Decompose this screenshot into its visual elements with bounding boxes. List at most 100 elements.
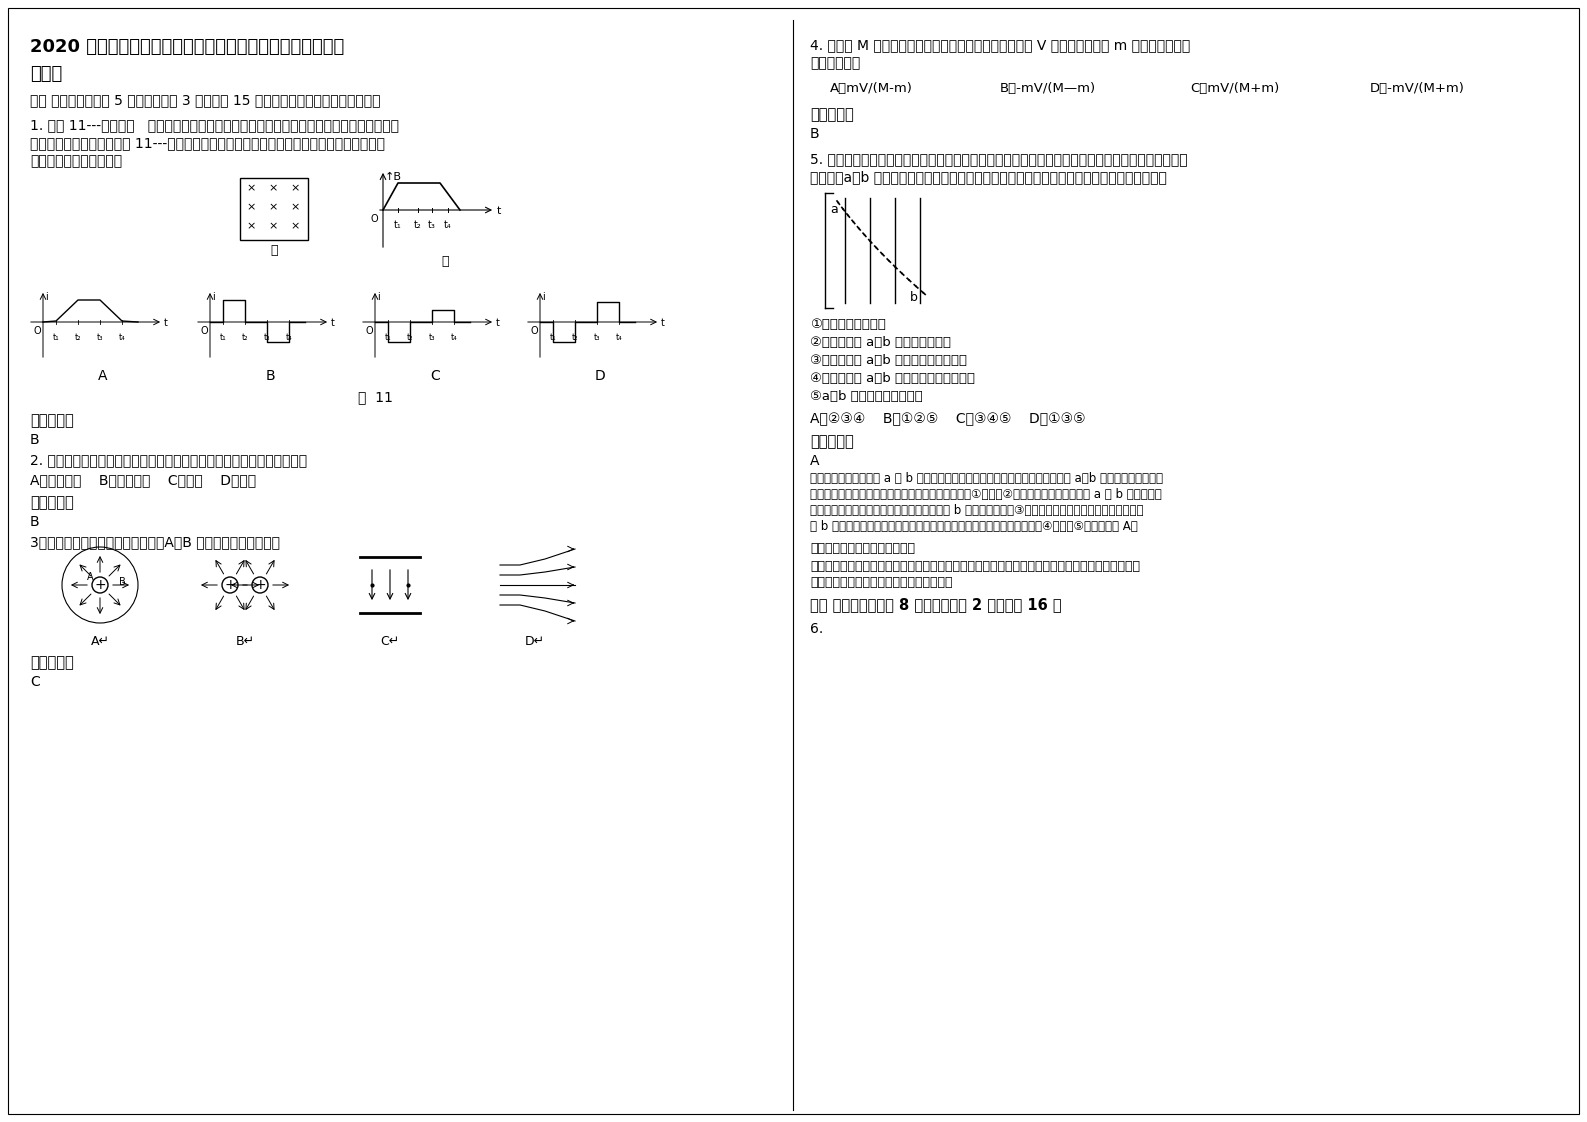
Text: 故 b 点电势能较小，但是不知道粒子的电性，故无法判断电势的高低，故④正确，⑤错误．故选 A。: 故 b 点电势能较小，但是不知道粒子的电性，故无法判断电势的高低，故④正确，⑤错… <box>809 519 1138 533</box>
Text: t₄: t₄ <box>444 220 452 230</box>
Text: 乙: 乙 <box>441 255 449 268</box>
Text: 参考答案：: 参考答案： <box>30 495 73 511</box>
Text: t₃: t₃ <box>263 333 270 342</box>
Text: A: A <box>98 369 108 383</box>
Text: ③带电粒子在 a、b 两点的速度何处较大: ③带电粒子在 a、b 两点的速度何处较大 <box>809 355 966 367</box>
Text: ×: × <box>268 221 278 231</box>
Text: O: O <box>530 327 538 335</box>
Text: B: B <box>119 577 125 587</box>
Text: t₂: t₂ <box>414 220 422 230</box>
Text: t₂: t₂ <box>75 333 81 342</box>
Text: ④带电粒子在 a、b 两点的电势能何处较大: ④带电粒子在 a、b 两点的电势能何处较大 <box>809 373 974 385</box>
Text: b: b <box>909 291 917 304</box>
Text: 参考答案：: 参考答案： <box>809 107 854 122</box>
Text: 6.: 6. <box>809 622 824 636</box>
Text: ×: × <box>268 202 278 212</box>
Text: 2020 年浙江省金华市东阳横店中学高二物理上学期期末试题: 2020 年浙江省金华市东阳横店中学高二物理上学期期末试题 <box>30 38 344 56</box>
Text: A．②③④    B．①②⑤    C．③④⑤    D．①③⑤: A．②③④ B．①②⑤ C．③④⑤ D．①③⑤ <box>809 412 1086 426</box>
Circle shape <box>92 577 108 594</box>
Text: 5. 如图所示，实线是一簇未标明方向的匀强电场的电场线，虚线是一带电粒子通过该电场区域时的运: 5. 如图所示，实线是一簇未标明方向的匀强电场的电场线，虚线是一带电粒子通过该电… <box>809 151 1187 166</box>
Text: O: O <box>365 327 373 335</box>
Text: 【名师点睛】本题是电场中轨迹问题，关键要能根据轨迹弯曲方向判断出电场力的方向，掌握电场力: 【名师点睛】本题是电场中轨迹问题，关键要能根据轨迹弯曲方向判断出电场力的方向，掌… <box>809 560 1139 573</box>
Text: t₁: t₁ <box>394 220 402 230</box>
Text: t₄: t₄ <box>286 333 292 342</box>
Text: +: + <box>254 578 265 592</box>
Text: t₁: t₁ <box>384 333 392 342</box>
Text: t₂: t₂ <box>571 333 578 342</box>
Text: 参考答案：: 参考答案： <box>30 413 73 427</box>
Text: B: B <box>265 369 275 383</box>
Text: ↑B: ↑B <box>386 172 402 182</box>
Text: ×: × <box>290 202 300 212</box>
Text: t₄: t₄ <box>451 333 457 342</box>
Text: 二、 填空题：本题共 8 小题，每小题 2 分，共计 16 分: 二、 填空题：本题共 8 小题，每小题 2 分，共计 16 分 <box>809 597 1062 611</box>
Bar <box>240 178 308 240</box>
Text: 考点：带电粒子在电场中的运动: 考点：带电粒子在电场中的运动 <box>809 542 916 555</box>
Text: 动轨迹。a、b 是轨迹上的两点．若带电粒子在运动中只受电场力作用，则根据此图可以判断出: 动轨迹。a、b 是轨迹上的两点．若带电粒子在运动中只受电场力作用，则根据此图可以… <box>809 171 1166 184</box>
Text: B．-mV/(M—m): B．-mV/(M—m) <box>1000 82 1097 95</box>
Text: t: t <box>332 318 335 328</box>
Text: B: B <box>30 433 40 447</box>
Text: ⑤a、b 两点哪点的电势较高: ⑤a、b 两点哪点的电势较高 <box>809 390 922 403</box>
Text: A: A <box>87 572 94 582</box>
Text: O: O <box>370 214 378 224</box>
Text: A．mV/(M-m): A．mV/(M-m) <box>830 82 913 95</box>
Text: 电场力做正功，故说明粒子速度增大，故可知 b 处速度较大，故③正确；电场力做正功，则电势能减小，: 电场力做正功，故说明粒子速度增大，故可知 b 处速度较大，故③正确；电场力做正功… <box>809 504 1144 517</box>
Text: O: O <box>200 327 208 335</box>
Text: 3．（单选）如图所示各种电场中，A、B 两点电场强度相同的是: 3．（单选）如图所示各种电场中，A、B 两点电场强度相同的是 <box>30 535 279 549</box>
Text: C．mV/(M+m): C．mV/(M+m) <box>1190 82 1279 95</box>
Text: 图  11: 图 11 <box>357 390 392 404</box>
Text: t₂: t₂ <box>241 333 248 342</box>
Text: ②带电粒子在 a、b 两点的受力方向: ②带电粒子在 a、b 两点的受力方向 <box>809 335 951 349</box>
Text: i: i <box>44 292 48 302</box>
Text: i: i <box>543 292 544 302</box>
Text: t₁: t₁ <box>549 333 557 342</box>
Text: i: i <box>213 292 214 302</box>
Text: ×: × <box>290 221 300 231</box>
Text: 下，由于不知电场线方向，故无法判断粒子电性，故①错误，②正确；由图可知，粒子从 a 到 b 的过程中，: 下，由于不知电场线方向，故无法判断粒子电性，故①错误，②正确；由图可知，粒子从 … <box>809 488 1162 502</box>
Text: +: + <box>94 578 106 592</box>
Text: i: i <box>378 292 379 302</box>
Text: 参考答案：: 参考答案： <box>809 434 854 449</box>
Text: t: t <box>662 318 665 328</box>
Text: a: a <box>830 203 838 217</box>
Text: D．-mV/(M+m): D．-mV/(M+m) <box>1370 82 1465 95</box>
Text: O: O <box>33 327 41 335</box>
Text: 感应电流的图象应为（）: 感应电流的图象应为（） <box>30 154 122 168</box>
Text: C: C <box>430 369 440 383</box>
Text: t₃: t₃ <box>428 220 436 230</box>
Text: ×: × <box>246 183 256 193</box>
Text: B: B <box>809 127 819 141</box>
Text: B↵: B↵ <box>235 635 254 649</box>
Text: D: D <box>595 369 605 383</box>
Text: t₁: t₁ <box>52 333 59 342</box>
Circle shape <box>222 577 238 594</box>
Text: ×: × <box>246 221 256 231</box>
Text: 为正，磁场的变化情况如图 11---乙所示，规定线圈中逆时针方向的感应电流为正，则线圈中: 为正，磁场的变化情况如图 11---乙所示，规定线圈中逆时针方向的感应电流为正，… <box>30 136 386 150</box>
Text: t: t <box>497 318 500 328</box>
Circle shape <box>252 577 268 594</box>
Text: A: A <box>809 454 819 468</box>
Text: t₃: t₃ <box>594 333 600 342</box>
Text: t₂: t₂ <box>406 333 413 342</box>
Text: 做正功，电势能减小，判断电势能的大小。: 做正功，电势能减小，判断电势能的大小。 <box>809 576 952 589</box>
Text: ×: × <box>290 183 300 193</box>
Text: t₄: t₄ <box>119 333 125 342</box>
Text: 部分的速度为: 部分的速度为 <box>809 56 860 70</box>
Text: C: C <box>30 675 40 689</box>
Text: 参考答案：: 参考答案： <box>30 655 73 670</box>
Text: ×: × <box>268 183 278 193</box>
Text: 4. 质量为 M 的原子核，原来处于静止状态，当它以速度 V 放出一个质量为 m 的粒子时，剩余: 4. 质量为 M 的原子核，原来处于静止状态，当它以速度 V 放出一个质量为 m… <box>809 38 1190 52</box>
Text: 一、 选择题：本题共 5 小题，每小题 3 分，共计 15 分．每小题只有一个选项符合题意: 一、 选择题：本题共 5 小题，每小题 3 分，共计 15 分．每小题只有一个选… <box>30 93 381 107</box>
Text: 试题分析：假定粒子由 a 到 b 运动；由图可知，粒子偏向右下方，则说明粒子在 a、b 两处所受的电场力同: 试题分析：假定粒子由 a 到 b 运动；由图可知，粒子偏向右下方，则说明粒子在 … <box>809 472 1163 485</box>
Text: t₃: t₃ <box>428 333 435 342</box>
Text: t: t <box>163 318 168 328</box>
Text: +: + <box>224 578 236 592</box>
Text: C↵: C↵ <box>381 635 400 649</box>
Text: B: B <box>30 515 40 528</box>
Text: 含解析: 含解析 <box>30 65 62 83</box>
Text: t₃: t₃ <box>97 333 103 342</box>
Text: ①带电粒子所带电性: ①带电粒子所带电性 <box>809 318 886 331</box>
Text: A．摩尔质量    B．摩尔体积    C．体积    D．密度: A．摩尔质量 B．摩尔体积 C．体积 D．密度 <box>30 473 256 487</box>
Text: A↵: A↵ <box>90 635 110 649</box>
